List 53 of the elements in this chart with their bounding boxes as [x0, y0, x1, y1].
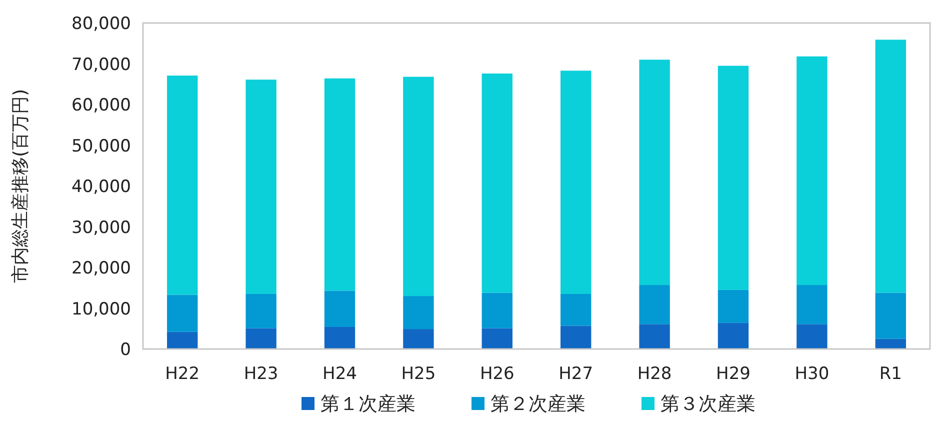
bar [167, 76, 198, 295]
legend-label: 第３次産業 [660, 393, 756, 415]
bar [246, 80, 276, 294]
y-tick-label: 10,000 [72, 299, 131, 320]
bar [167, 332, 198, 349]
bar [324, 290, 356, 327]
x-tick-label: H30 [794, 364, 830, 384]
x-tick-label: H26 [480, 364, 514, 384]
x-tick-label: H23 [244, 364, 278, 384]
bar [560, 326, 592, 349]
legend-label: 第１次産業 [320, 393, 416, 415]
bar [246, 294, 276, 328]
bar [560, 294, 592, 326]
bar [482, 328, 512, 349]
bar [796, 56, 828, 286]
y-tick-label: 0 [120, 340, 131, 360]
bar [167, 294, 198, 332]
y-tick-label: 20,000 [72, 258, 131, 278]
bar [403, 329, 434, 349]
y-tick-label: 80,000 [72, 14, 131, 34]
y-tick-label: 70,000 [72, 54, 131, 75]
bar [639, 285, 670, 324]
bar [403, 296, 434, 330]
bar [796, 324, 828, 349]
legend-label: 第２次産業 [490, 393, 586, 415]
bar [875, 40, 906, 293]
bar [324, 78, 356, 291]
y-tick-label: 30,000 [72, 218, 131, 238]
bar [875, 292, 906, 339]
x-tick-label: H24 [322, 364, 357, 384]
y-tick-label: 60,000 [72, 96, 131, 116]
y-tick-label: 50,000 [72, 136, 131, 156]
bar [482, 74, 512, 293]
bar [324, 326, 356, 349]
x-tick-label: R1 [879, 364, 902, 384]
bar [718, 322, 749, 349]
bar [718, 290, 749, 323]
bar [796, 285, 828, 324]
x-tick-label: H25 [401, 364, 436, 384]
bar [718, 66, 749, 290]
y-axis-title: 市内総生産推移(百万円) [10, 88, 31, 284]
bar [639, 324, 670, 349]
bar [482, 292, 512, 328]
y-tick-label: 40,000 [72, 177, 131, 197]
bar [639, 60, 670, 286]
bar [560, 70, 592, 294]
bar [246, 328, 276, 349]
x-tick-label: H29 [716, 364, 750, 384]
x-tick-label: H22 [165, 364, 200, 384]
x-tick-label: H27 [558, 364, 594, 384]
bar [875, 338, 906, 349]
x-tick-label: H28 [637, 364, 672, 384]
bar [403, 76, 434, 296]
